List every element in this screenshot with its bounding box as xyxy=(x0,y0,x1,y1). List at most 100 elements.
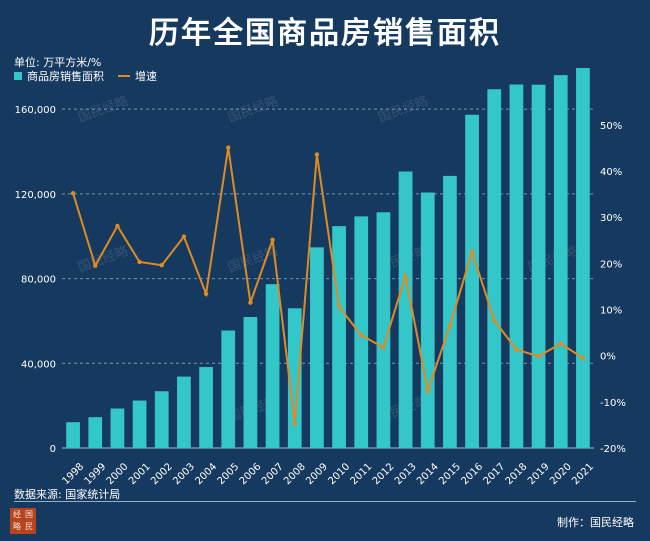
x-tick-label: 2014 xyxy=(415,461,441,487)
x-tick-label: 2002 xyxy=(149,461,175,487)
growth-point xyxy=(536,353,541,359)
legend: 商品房销售面积 增速 xyxy=(14,68,157,84)
growth-point xyxy=(270,237,275,243)
watermark-text: 国民经略 xyxy=(226,243,280,276)
growth-point xyxy=(469,249,475,255)
growth-line xyxy=(72,147,584,424)
legend-bar-label: 商品房销售面积 xyxy=(27,70,104,83)
y-right-tick-label: 40% xyxy=(600,167,622,178)
y-right-tick-label: 10% xyxy=(600,306,622,317)
watermark-text: 国民经略 xyxy=(76,243,130,276)
growth-point xyxy=(115,223,120,229)
y-left-tick-label: 0 xyxy=(50,444,56,455)
seal-char: 略 xyxy=(13,522,21,531)
bar xyxy=(465,114,479,449)
growth-point xyxy=(492,317,497,323)
divider xyxy=(14,501,636,502)
y-right-tick-label: -20% xyxy=(600,444,626,455)
x-tick-label: 2000 xyxy=(105,461,131,487)
x-tick-label: 2020 xyxy=(548,461,574,487)
brand-seal: 经 国 略 民 xyxy=(10,508,36,534)
bar xyxy=(287,308,302,448)
growth-point xyxy=(314,152,320,157)
chart-title: 历年全国商品房销售面积 xyxy=(149,16,501,51)
growth-point xyxy=(425,388,430,393)
growth-point xyxy=(336,304,342,309)
seal-char: 经 xyxy=(13,510,21,519)
x-tick-label: 2017 xyxy=(482,461,508,487)
growth-point xyxy=(181,234,187,239)
x-tick-label: 2021 xyxy=(570,461,596,487)
x-tick-label: 2003 xyxy=(171,461,197,487)
y-left-tick-label: 40,000 xyxy=(21,359,56,370)
growth-point xyxy=(403,273,408,279)
y-right-tick-label: 20% xyxy=(600,259,622,270)
bar xyxy=(443,175,457,448)
bar xyxy=(243,317,258,448)
x-tick-label: 2010 xyxy=(326,461,352,487)
growth-point xyxy=(381,345,386,350)
bar xyxy=(199,367,213,448)
growth-point xyxy=(359,333,364,338)
y-left-tick-label: 160,000 xyxy=(15,105,56,116)
growth-point xyxy=(226,145,231,150)
x-tick-label: 2013 xyxy=(393,461,419,487)
x-tick-label: 2012 xyxy=(371,461,397,487)
credit: 制作：国民经略 xyxy=(557,516,634,529)
bar xyxy=(132,400,147,448)
x-tick-label: 2006 xyxy=(238,461,264,487)
bar xyxy=(509,84,524,449)
source-note: 数据来源: 国家统计局 xyxy=(14,488,121,501)
bar xyxy=(531,84,546,448)
x-tick-label: 2011 xyxy=(349,461,375,487)
bar xyxy=(177,376,191,448)
bar xyxy=(265,284,280,448)
x-tick-label: 2019 xyxy=(526,461,552,487)
bar xyxy=(420,192,435,448)
x-tick-label: 2008 xyxy=(282,461,308,487)
growth-point xyxy=(137,259,142,265)
growth-point xyxy=(248,300,253,305)
bar xyxy=(487,89,502,448)
x-tick-label: 2001 xyxy=(127,461,153,487)
y-right-tick-label: 30% xyxy=(600,213,622,224)
growth-point xyxy=(514,347,519,352)
x-tick-label: 2009 xyxy=(304,461,330,487)
bar xyxy=(88,417,103,448)
x-tick-label: 1999 xyxy=(83,461,109,487)
y-right-tick-label: 0% xyxy=(600,352,616,363)
bar xyxy=(66,422,80,448)
bar xyxy=(553,75,568,448)
y-left-tick-label: 80,000 xyxy=(21,275,56,286)
legend-line-swatch xyxy=(118,75,130,77)
bar xyxy=(310,247,324,448)
x-tick-label: 2004 xyxy=(193,461,219,487)
x-tick-label: 1998 xyxy=(60,461,86,487)
growth-point xyxy=(447,323,453,328)
growth-point xyxy=(93,263,98,268)
y-right-tick-label: 50% xyxy=(600,121,622,132)
x-tick-label: 2015 xyxy=(437,461,463,487)
seal-char: 国 xyxy=(25,510,33,519)
x-tick-label: 2018 xyxy=(504,461,530,487)
x-tick-label: 2005 xyxy=(216,461,242,487)
growth-point xyxy=(159,263,164,268)
bar xyxy=(221,330,236,448)
growth-point xyxy=(70,191,76,196)
bar xyxy=(376,212,391,448)
bar xyxy=(398,171,413,448)
bar xyxy=(354,216,369,448)
seal-char: 民 xyxy=(25,522,33,531)
unit-label: 单位: 万平方米/% xyxy=(14,56,102,69)
bar xyxy=(332,226,346,448)
growth-point xyxy=(203,291,209,297)
bar xyxy=(154,391,169,448)
legend-bar-swatch xyxy=(14,72,22,80)
bar xyxy=(576,68,590,449)
legend-line-label: 增速 xyxy=(135,70,157,83)
growth-point xyxy=(580,355,586,361)
bar xyxy=(110,408,125,448)
x-tick-label: 2016 xyxy=(459,461,485,487)
growth-point xyxy=(292,421,297,426)
